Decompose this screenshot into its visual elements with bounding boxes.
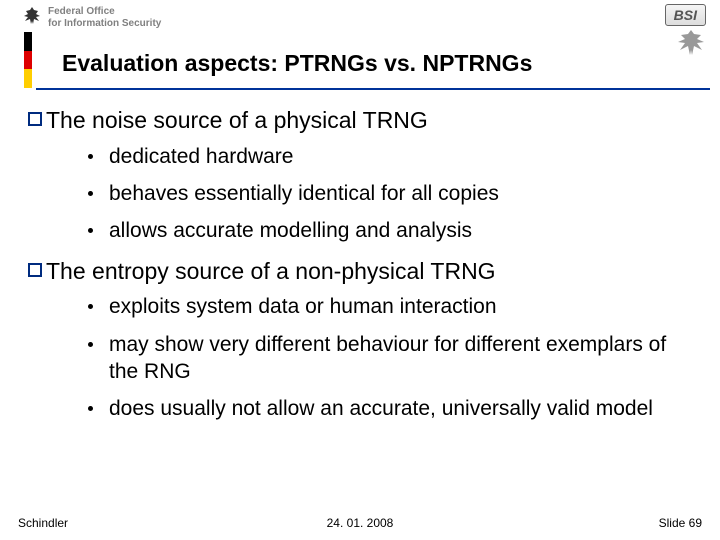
dot-icon [88,342,93,347]
dot-icon [88,228,93,233]
flag-black [24,32,32,51]
section-2-head: The entropy source of a non-physical TRN… [28,257,700,286]
list-item: does usually not allow an accurate, univ… [88,395,700,422]
office-line1: Federal Office [48,6,161,18]
flag-bar [24,32,32,88]
list-item: allows accurate modelling and analysis [88,217,700,244]
footer-slide-number: Slide 69 [659,516,702,530]
content: The noise source of a physical TRNG dedi… [28,100,700,433]
flag-gold [24,69,32,88]
section-2-text: The entropy source of a non-physical TRN… [46,257,496,286]
office-line2: for Information Security [48,18,161,30]
square-bullet-icon [28,112,42,126]
logo-left: Federal Office for Information Security [22,6,161,30]
section-1-text: The noise source of a physical TRNG [46,106,428,135]
sub-text: behaves essentially identical for all co… [109,180,499,207]
sub-text: allows accurate modelling and analysis [109,217,472,244]
logo-right: BSI [665,4,706,63]
slide-header: Federal Office for Information Security … [0,0,720,88]
sub-text: does usually not allow an accurate, univ… [109,395,653,422]
office-name: Federal Office for Information Security [48,6,161,30]
sub-text: exploits system data or human interactio… [109,293,497,320]
title-row: Evaluation aspects: PTRNGs vs. NPTRNGs [62,50,660,77]
list-item: exploits system data or human interactio… [88,293,700,320]
footer-author: Schindler [18,516,68,530]
footer: Schindler 24. 01. 2008 Slide 69 [18,516,702,530]
flag-red [24,51,32,70]
sub-text: may show very different behaviour for di… [109,331,669,386]
dot-icon [88,154,93,159]
eagle-icon [22,6,42,28]
list-item: behaves essentially identical for all co… [88,180,700,207]
square-bullet-icon [28,263,42,277]
dot-icon [88,191,93,196]
slide-title: Evaluation aspects: PTRNGs vs. NPTRNGs [62,50,660,77]
divider [36,88,710,90]
list-item: may show very different behaviour for di… [88,331,700,386]
footer-date: 24. 01. 2008 [327,516,394,530]
dot-icon [88,406,93,411]
section-1-head: The noise source of a physical TRNG [28,106,700,135]
eagle-right-icon [676,28,706,58]
dot-icon [88,304,93,309]
bsi-logo: BSI [665,4,706,26]
sub-text: dedicated hardware [109,143,293,170]
list-item: dedicated hardware [88,143,700,170]
